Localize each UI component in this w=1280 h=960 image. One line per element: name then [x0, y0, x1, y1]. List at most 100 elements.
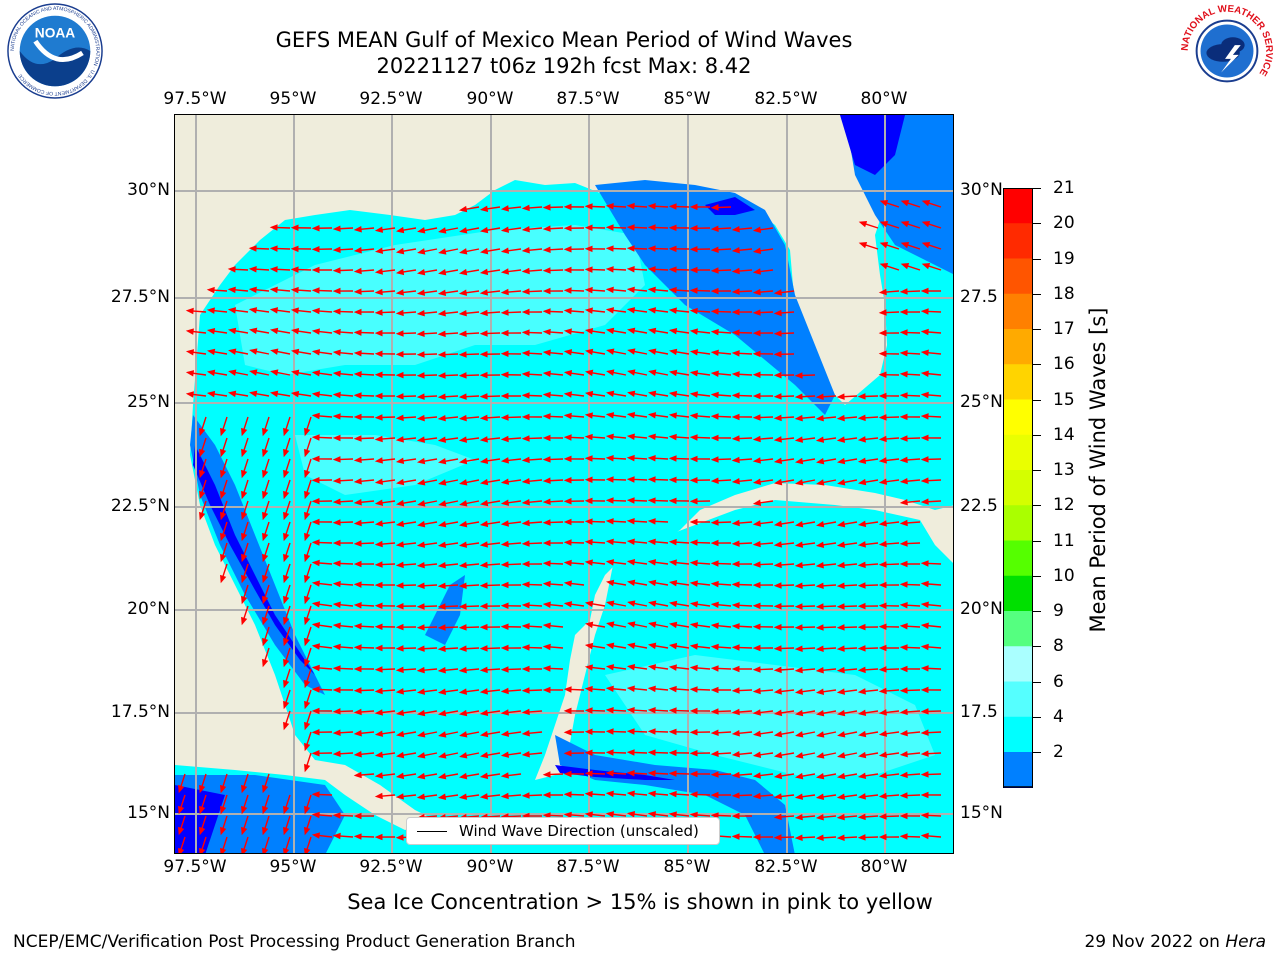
- footer-date: 29 Nov 2022 on Hera: [1084, 932, 1266, 952]
- wave-arrowhead: [815, 393, 824, 401]
- wave-arrowhead: [668, 203, 677, 210]
- wave-arrowhead: [752, 709, 761, 716]
- wave-arrowhead: [605, 203, 614, 210]
- wave-arrowhead: [815, 582, 824, 590]
- wave-arrowhead: [647, 224, 656, 231]
- wave-arrowhead: [270, 348, 279, 355]
- wave-arrowhead: [731, 247, 740, 254]
- lon-label-top: 87.5°W: [556, 89, 620, 109]
- wave-arrowhead: [752, 581, 761, 589]
- wave-arrowhead: [178, 826, 185, 836]
- wave-arrowhead: [395, 561, 404, 569]
- nws-logo: NATIONAL WEATHER SERVICE: [1180, 3, 1274, 99]
- wave-arrowhead: [606, 369, 615, 376]
- wave-arrowhead: [878, 478, 888, 485]
- lon-label-top: 82.5°W: [754, 89, 818, 109]
- wave-arrowhead: [521, 225, 530, 233]
- wave-arrowhead: [668, 433, 677, 441]
- wave-arrowhead: [311, 518, 320, 526]
- wave-arrowhead: [815, 414, 824, 422]
- wave-arrowhead: [668, 811, 677, 818]
- wave-arrowhead: [794, 813, 803, 821]
- wave-arrowhead: [332, 601, 341, 609]
- wave-arrowhead: [773, 478, 783, 486]
- wave-arrowhead: [416, 457, 426, 465]
- wave-arrowhead: [816, 521, 825, 528]
- wave-arrowhead: [185, 370, 195, 377]
- wave-arrowhead: [220, 448, 227, 458]
- wave-arrowhead: [710, 225, 719, 232]
- wave-arrowhead: [374, 833, 383, 841]
- wave-arrowhead: [752, 350, 761, 358]
- wave-arrowhead: [794, 624, 803, 631]
- wave-arrowhead: [899, 812, 908, 820]
- wave-arrowhead: [920, 643, 929, 651]
- wave-arrowhead: [304, 427, 311, 437]
- wave-arrowhead: [438, 709, 447, 717]
- colorbar-tick-label: 12: [1053, 495, 1075, 516]
- wave-arrowhead: [311, 622, 321, 629]
- wave-arrowhead: [395, 371, 404, 379]
- wave-arrowhead: [668, 770, 677, 777]
- wave-arrowhead: [584, 600, 594, 608]
- wave-arrowhead: [879, 242, 889, 249]
- wave-arrowhead: [249, 390, 258, 397]
- wave-arrowhead: [521, 477, 530, 485]
- wave-arrowhead: [395, 645, 404, 652]
- wave-arrowhead: [479, 793, 488, 800]
- wave-arrowhead: [752, 309, 761, 316]
- wave-arrowhead: [836, 457, 846, 465]
- map-panel[interactable]: [174, 114, 954, 854]
- wave-arrowhead: [241, 616, 248, 626]
- wave-arrowhead: [479, 520, 489, 528]
- wave-arrowhead: [228, 348, 237, 355]
- wave-arrowhead: [668, 707, 677, 714]
- wave-arrowhead: [262, 427, 269, 437]
- wave-arrowhead: [311, 349, 321, 356]
- wave-arrowhead: [417, 268, 426, 276]
- wave-arrowhead: [304, 826, 311, 836]
- wave-arrowhead: [437, 393, 446, 401]
- wave-arrowhead: [920, 665, 929, 672]
- wave-arrowhead: [416, 330, 425, 337]
- wave-arrowhead: [899, 750, 908, 758]
- wave-arrowhead: [857, 813, 866, 821]
- wave-arrowhead: [626, 559, 636, 566]
- wave-arrowhead: [689, 559, 698, 567]
- wave-arrowhead: [752, 414, 761, 421]
- wave-arrowhead: [584, 790, 593, 798]
- wave-arrowhead: [479, 709, 489, 717]
- wave-arrowhead: [283, 847, 290, 853]
- wave-arrowhead: [458, 268, 468, 276]
- wave-arrowhead: [710, 204, 719, 211]
- wave-arrowhead: [458, 289, 468, 296]
- wave-arrowhead: [668, 245, 677, 253]
- wave-arrowhead: [304, 616, 311, 626]
- wave-arrowhead: [626, 538, 635, 546]
- wave-arrowhead: [374, 730, 384, 737]
- footer-date-text: 29 Nov 2022 on: [1084, 932, 1226, 952]
- wave-arrowhead: [584, 728, 593, 736]
- wave-arrowhead: [500, 268, 509, 275]
- wave-arrowhead: [374, 309, 383, 316]
- wave-arrowhead: [458, 624, 467, 631]
- wave-arrowhead: [605, 286, 614, 294]
- wave-arrowhead: [563, 307, 572, 315]
- wave-arrowhead: [584, 476, 593, 484]
- wave-arrowhead: [899, 729, 908, 737]
- wave-arrowhead: [311, 707, 320, 715]
- wave-arrowhead: [542, 225, 551, 232]
- wave-arrowhead: [416, 624, 425, 631]
- lat-label-right: 20°N: [960, 599, 1003, 619]
- wave-arrowhead: [689, 370, 699, 377]
- wave-arrowhead: [311, 728, 320, 736]
- wave-arrowhead: [689, 412, 698, 420]
- colorbar-segment: [1003, 399, 1033, 436]
- colorbar-tick-label: 11: [1053, 530, 1075, 551]
- colorbar-tick-mark: [1033, 223, 1041, 225]
- wave-arrowhead: [563, 370, 573, 377]
- wave-arrowhead: [417, 248, 426, 255]
- wave-arrowhead: [836, 709, 846, 717]
- wave-arrowhead: [647, 266, 656, 273]
- colorbar-segment: [1003, 575, 1033, 612]
